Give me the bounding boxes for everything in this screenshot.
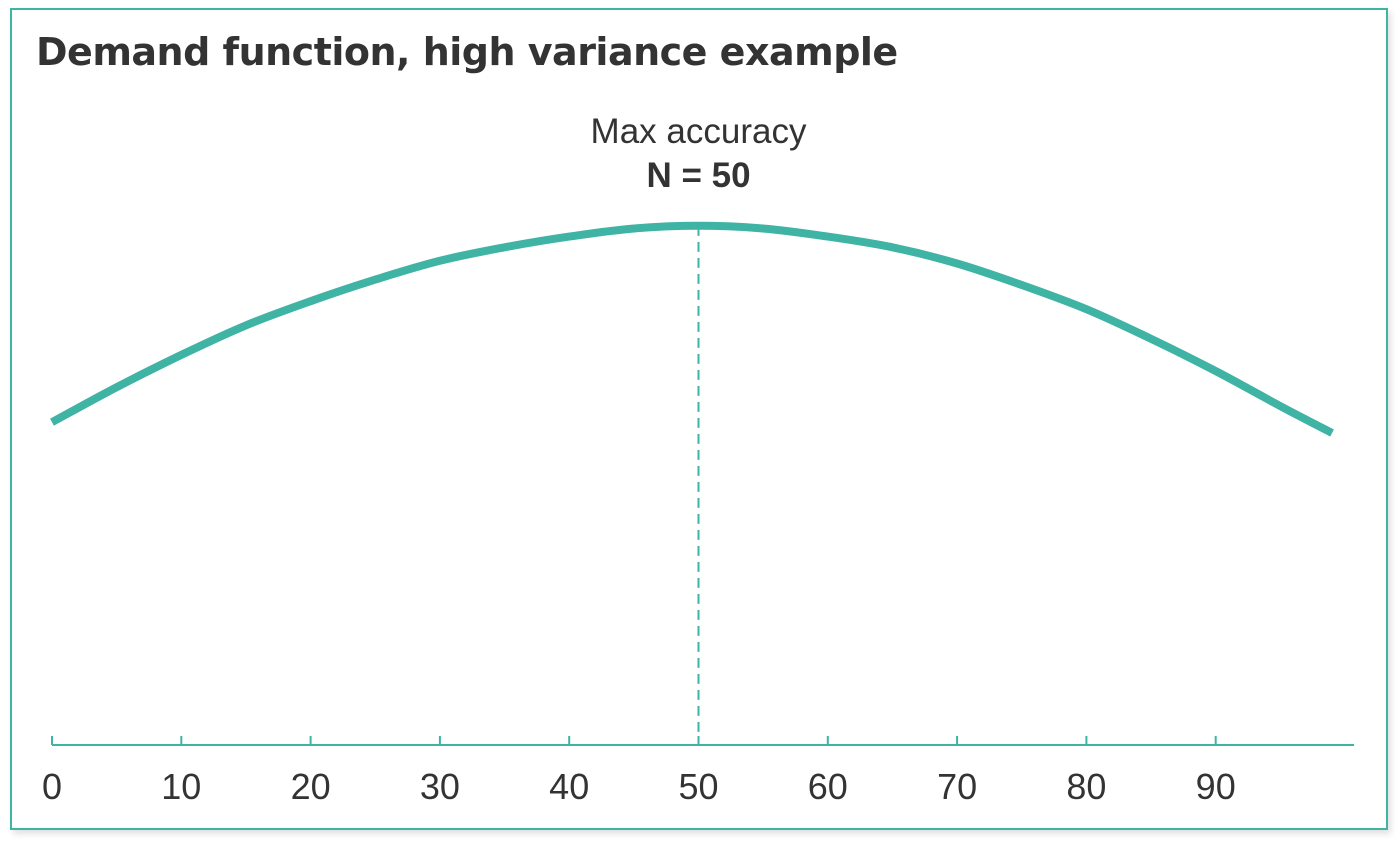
x-tick-label-30: 30 (420, 766, 460, 807)
max-accuracy-label: Max accuracy (591, 112, 807, 151)
x-tick-label-10: 10 (161, 766, 201, 807)
x-tick-label-70: 70 (937, 766, 977, 807)
x-tick-label-20: 20 (291, 766, 331, 807)
x-tick-label-50: 50 (678, 766, 718, 807)
x-tick-label-0: 0 (42, 766, 62, 807)
max-accuracy-value: N = 50 (646, 156, 750, 195)
x-tick-label-90: 90 (1196, 766, 1236, 807)
x-tick-label-80: 80 (1066, 766, 1106, 807)
chart-title: Demand function, high variance example (36, 30, 898, 74)
x-tick-label-60: 60 (808, 766, 848, 807)
demand-curve-line (50, 221, 1334, 437)
x-tick-label-40: 40 (549, 766, 589, 807)
